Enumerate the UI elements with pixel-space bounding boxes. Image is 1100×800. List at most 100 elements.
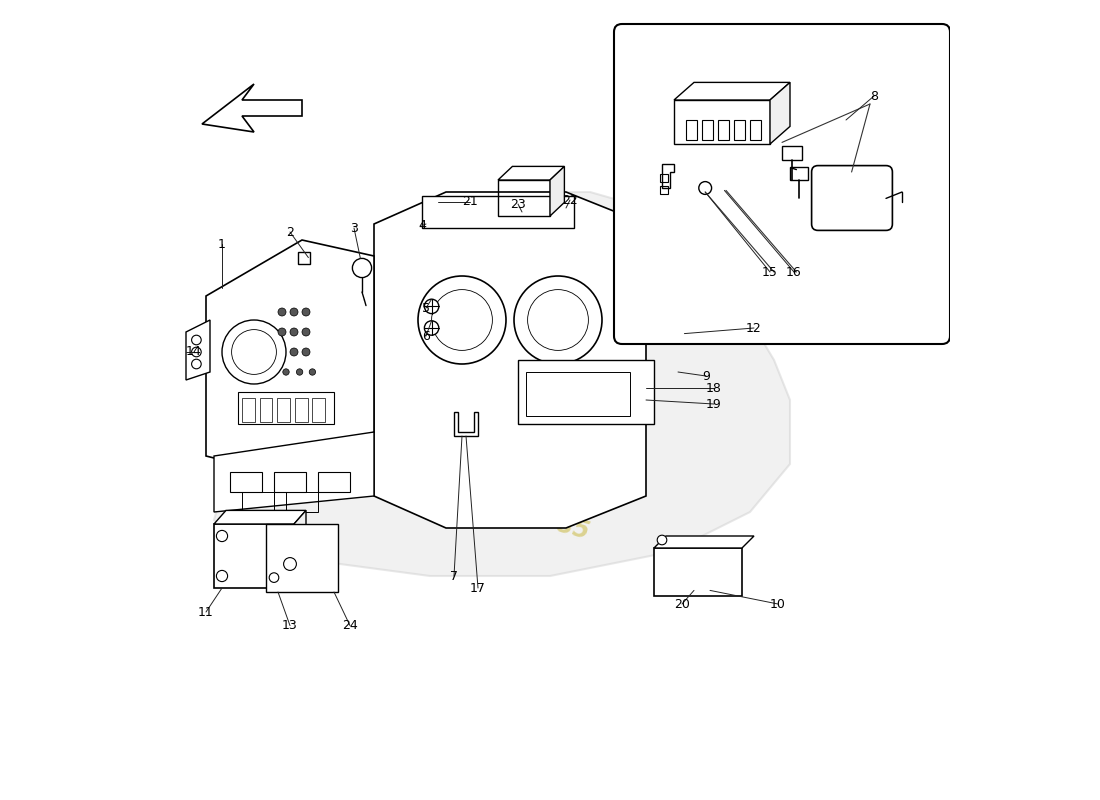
Circle shape (290, 308, 298, 316)
Circle shape (296, 369, 303, 375)
Bar (277, 398, 290, 422)
Text: 21: 21 (462, 195, 477, 208)
Circle shape (232, 330, 276, 374)
Bar (242, 398, 255, 422)
Circle shape (657, 535, 667, 545)
Polygon shape (294, 510, 306, 588)
Text: 3: 3 (350, 222, 358, 234)
Bar (242, 492, 274, 512)
Bar (498, 180, 550, 216)
FancyBboxPatch shape (812, 166, 892, 230)
Circle shape (191, 359, 201, 369)
Circle shape (302, 328, 310, 336)
Bar (702, 120, 713, 140)
Bar (312, 398, 326, 422)
Polygon shape (674, 326, 688, 340)
Bar (238, 392, 334, 424)
Text: 7: 7 (450, 570, 458, 582)
Circle shape (290, 328, 298, 336)
Text: 17: 17 (470, 582, 486, 594)
Circle shape (425, 321, 439, 335)
Text: 6: 6 (422, 330, 430, 342)
Bar (260, 398, 273, 422)
Text: 15: 15 (762, 266, 778, 278)
Text: 9: 9 (702, 370, 710, 382)
Text: 1: 1 (218, 238, 226, 250)
Circle shape (270, 573, 278, 582)
Circle shape (309, 369, 316, 375)
Polygon shape (422, 196, 574, 228)
Bar (214, 524, 294, 588)
Circle shape (191, 347, 201, 357)
Polygon shape (374, 192, 646, 528)
Text: 22: 22 (562, 194, 578, 206)
Circle shape (302, 308, 310, 316)
Circle shape (278, 308, 286, 316)
Circle shape (217, 570, 228, 582)
Text: a passion since 1985: a passion since 1985 (317, 449, 592, 543)
Bar (674, 100, 770, 144)
Text: 23: 23 (510, 198, 526, 210)
Polygon shape (298, 252, 310, 264)
Polygon shape (374, 216, 630, 312)
Bar (526, 372, 630, 416)
Text: 2: 2 (286, 226, 294, 238)
Polygon shape (206, 240, 374, 480)
Circle shape (352, 258, 372, 278)
Bar (660, 186, 669, 194)
Polygon shape (214, 510, 306, 524)
Text: 19: 19 (706, 398, 722, 410)
Bar (230, 472, 262, 492)
Text: 11: 11 (198, 606, 213, 618)
Text: 10: 10 (770, 598, 785, 610)
Polygon shape (214, 192, 790, 576)
Text: 20: 20 (674, 598, 690, 610)
Circle shape (222, 320, 286, 384)
Text: 18: 18 (706, 382, 722, 394)
Text: 4: 4 (418, 219, 426, 232)
Circle shape (191, 335, 201, 345)
Text: 8: 8 (870, 90, 878, 102)
Circle shape (217, 530, 228, 542)
Bar (295, 398, 308, 422)
Polygon shape (202, 84, 302, 132)
Polygon shape (454, 412, 478, 436)
Circle shape (514, 276, 602, 364)
Circle shape (283, 369, 289, 375)
Bar (790, 167, 807, 180)
Bar (286, 492, 318, 512)
FancyBboxPatch shape (614, 24, 950, 344)
Polygon shape (654, 536, 754, 548)
Bar (782, 146, 802, 160)
Text: 16: 16 (786, 266, 802, 278)
Text: 12: 12 (746, 322, 762, 334)
Bar (750, 120, 761, 140)
Polygon shape (550, 166, 564, 216)
Bar (266, 524, 338, 592)
Circle shape (290, 348, 298, 356)
Circle shape (418, 276, 506, 364)
Text: 5: 5 (422, 302, 430, 314)
Circle shape (528, 290, 588, 350)
Text: 13: 13 (282, 619, 298, 632)
Polygon shape (186, 320, 210, 380)
Bar (686, 120, 697, 140)
Polygon shape (662, 164, 674, 188)
Text: 24: 24 (342, 619, 358, 632)
Bar (718, 120, 729, 140)
Polygon shape (518, 360, 654, 424)
Text: 14: 14 (186, 346, 202, 358)
Circle shape (284, 558, 296, 570)
Circle shape (278, 328, 286, 336)
Polygon shape (770, 82, 790, 144)
Bar (654, 548, 743, 596)
Polygon shape (214, 432, 374, 512)
Bar (660, 174, 669, 182)
Circle shape (698, 182, 712, 194)
Bar (274, 472, 306, 492)
Circle shape (425, 299, 439, 314)
Polygon shape (498, 166, 564, 180)
Bar (318, 472, 350, 492)
Polygon shape (674, 82, 790, 100)
Circle shape (302, 348, 310, 356)
